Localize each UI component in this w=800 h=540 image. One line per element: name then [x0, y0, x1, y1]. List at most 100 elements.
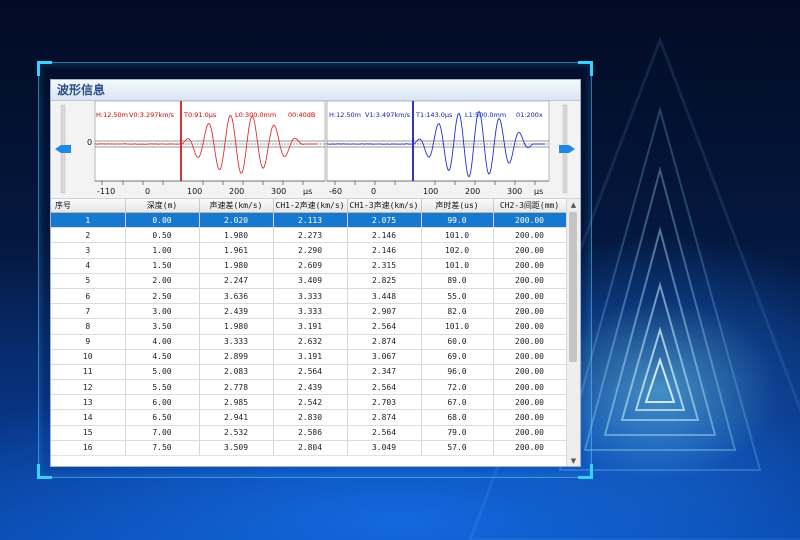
- table-row[interactable]: 3 1.00 1.961 2.290 2.146 102.0 200.00: [51, 243, 566, 258]
- column-header[interactable]: 序号: [51, 199, 125, 213]
- table-cell: 200.00: [493, 395, 566, 410]
- table-cell: 2.874: [347, 410, 421, 425]
- table-cell: 200.00: [493, 425, 566, 440]
- column-header[interactable]: CH1-3声速(km/s): [347, 199, 421, 213]
- table-cell: 2.146: [347, 228, 421, 243]
- table-cell: 101.0: [421, 319, 493, 334]
- table-row[interactable]: 10 4.50 2.899 3.191 3.067 69.0 200.00: [51, 349, 566, 364]
- table-row[interactable]: 16 7.50 3.509 2.804 3.049 57.0 200.00: [51, 440, 566, 455]
- right-velocity-label: V1:3.497km/s: [365, 111, 411, 119]
- table-cell: 2.825: [347, 273, 421, 288]
- table-cell: 2.564: [347, 380, 421, 395]
- table-cell: 2.50: [125, 288, 199, 303]
- right-axis-unit: μs: [534, 187, 543, 196]
- table-row[interactable]: 12 5.50 2.778 2.439 2.564 72.0 200.00: [51, 380, 566, 395]
- table-cell: 6: [51, 288, 125, 303]
- table-cell: 5.00: [125, 364, 199, 379]
- table-cell: 13: [51, 395, 125, 410]
- column-header[interactable]: CH1-2声速(km/s): [273, 199, 347, 213]
- table-cell: 5.50: [125, 380, 199, 395]
- table-cell: 3.067: [347, 349, 421, 364]
- right-time-label: T1:143.0μs: [415, 111, 453, 119]
- measurement-table: 序号 深度(m) 声速差(km/s) CH1-2声速(km/s) CH1-3声速…: [51, 198, 580, 467]
- table-cell: 2.632: [273, 334, 347, 349]
- table-cell: 0.50: [125, 228, 199, 243]
- table-row[interactable]: 11 5.00 2.083 2.564 2.347 96.0 200.00: [51, 364, 566, 379]
- table-cell: 16: [51, 440, 125, 455]
- left-axis-tick: 100: [187, 187, 202, 196]
- table-cell: 2.113: [273, 213, 347, 228]
- left-distance-label: L0:300.0mm: [235, 111, 276, 119]
- table-cell: 14: [51, 410, 125, 425]
- table-row[interactable]: 4 1.50 1.980 2.609 2.315 101.0 200.00: [51, 258, 566, 273]
- table-cell: 1.50: [125, 258, 199, 273]
- table-cell: 2.907: [347, 304, 421, 319]
- table-row[interactable]: 14 6.50 2.941 2.830 2.874 68.0 200.00: [51, 410, 566, 425]
- waveform-panel: H:12.50m V0:3.297km/s T0:91.0μs L0:300.0…: [51, 101, 580, 197]
- table-cell: 1.980: [199, 228, 273, 243]
- table-cell: 57.0: [421, 440, 493, 455]
- scroll-down-icon[interactable]: ▼: [567, 455, 580, 467]
- scroll-up-icon[interactable]: ▲: [567, 199, 580, 211]
- column-header[interactable]: CH2-3间距(mm): [493, 199, 566, 213]
- column-header[interactable]: 声时差(us): [421, 199, 493, 213]
- table-cell: 200.00: [493, 304, 566, 319]
- table-header-row: 序号 深度(m) 声速差(km/s) CH1-2声速(km/s) CH1-3声速…: [51, 199, 566, 213]
- table-cell: 5: [51, 273, 125, 288]
- table-cell: 1.961: [199, 243, 273, 258]
- column-header[interactable]: 深度(m): [125, 199, 199, 213]
- table-cell: 4.50: [125, 349, 199, 364]
- frame-corner: [578, 61, 593, 76]
- table-cell: 12: [51, 380, 125, 395]
- table-cell: 8: [51, 319, 125, 334]
- right-axis-tick: 100: [423, 187, 438, 196]
- table-cell: 3.049: [347, 440, 421, 455]
- table-cell: 2.273: [273, 228, 347, 243]
- table-cell: 200.00: [493, 440, 566, 455]
- table-cell: 2.874: [347, 334, 421, 349]
- table-cell: 2.542: [273, 395, 347, 410]
- scrollbar-thumb[interactable]: [569, 212, 577, 362]
- table-cell: 200.00: [493, 243, 566, 258]
- table-row[interactable]: 6 2.50 3.636 3.333 3.448 55.0 200.00: [51, 288, 566, 303]
- slider-handle-icon: [55, 145, 71, 153]
- table-cell: 1: [51, 213, 125, 228]
- right-gain-slider[interactable]: [553, 101, 579, 197]
- left-time-label: T0:91.0μs: [183, 111, 217, 119]
- table-cell: 2.804: [273, 440, 347, 455]
- table-cell: 4: [51, 258, 125, 273]
- right-axis-tick: 300: [507, 187, 522, 196]
- right-height-label: H:12.50m: [329, 111, 361, 119]
- table-cell: 200.00: [493, 334, 566, 349]
- table-cell: 89.0: [421, 273, 493, 288]
- table-cell: 69.0: [421, 349, 493, 364]
- table-cell: 2.941: [199, 410, 273, 425]
- table-cell: 3.333: [199, 334, 273, 349]
- table-cell: 200.00: [493, 228, 566, 243]
- table-cell: 2: [51, 228, 125, 243]
- table-row[interactable]: 5 2.00 2.247 3.409 2.825 89.0 200.00: [51, 273, 566, 288]
- table-row[interactable]: 1 0.00 2.020 2.113 2.075 99.0 200.00: [51, 213, 566, 228]
- table-row[interactable]: 7 3.00 2.439 3.333 2.907 82.0 200.00: [51, 304, 566, 319]
- table-vertical-scrollbar[interactable]: ▲ ▼: [566, 199, 580, 467]
- table-cell: 2.586: [273, 425, 347, 440]
- table-cell: 2.00: [125, 273, 199, 288]
- right-gain-label: 01:200x: [516, 111, 543, 119]
- left-axis-tick: -110: [97, 187, 115, 196]
- column-header[interactable]: 声速差(km/s): [199, 199, 273, 213]
- table-cell: 15: [51, 425, 125, 440]
- left-waveform-plot: H:12.50m V0:3.297km/s T0:91.0μs L0:300.0…: [77, 101, 327, 197]
- left-height-label: H:12.50m: [96, 111, 128, 119]
- table-cell: 7.00: [125, 425, 199, 440]
- table-cell: 3.333: [273, 288, 347, 303]
- table-cell: 2.290: [273, 243, 347, 258]
- left-gain-slider[interactable]: [51, 101, 75, 197]
- table-row[interactable]: 8 3.50 1.980 3.191 2.564 101.0 200.00: [51, 319, 566, 334]
- table-cell: 99.0: [421, 213, 493, 228]
- table-row[interactable]: 2 0.50 1.980 2.273 2.146 101.0 200.00: [51, 228, 566, 243]
- table-cell: 200.00: [493, 273, 566, 288]
- table-row[interactable]: 9 4.00 3.333 2.632 2.874 60.0 200.00: [51, 334, 566, 349]
- table-row[interactable]: 13 6.00 2.985 2.542 2.703 67.0 200.00: [51, 395, 566, 410]
- table-cell: 3.409: [273, 273, 347, 288]
- table-row[interactable]: 15 7.00 2.532 2.586 2.564 79.0 200.00: [51, 425, 566, 440]
